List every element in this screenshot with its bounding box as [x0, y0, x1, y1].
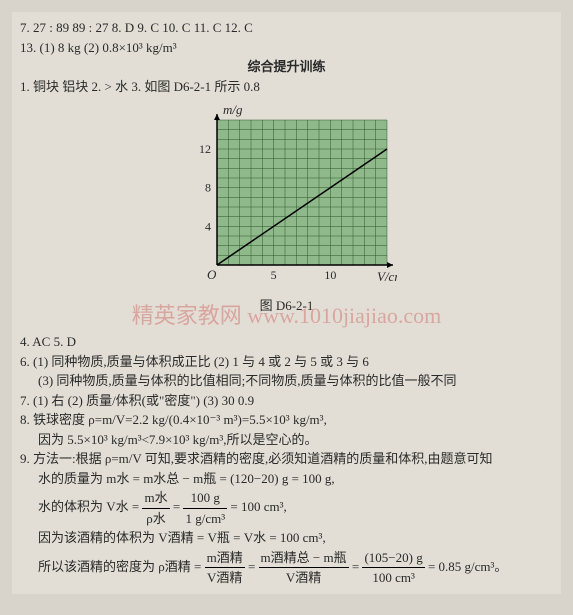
answer-line-8-2: 因为 5.5×10³ kg/m³<7.9×10³ kg/m³,所以是空心的。 [20, 430, 553, 450]
frac-bot: V酒精 [205, 568, 245, 588]
fraction: m酒精 V酒精 [205, 548, 245, 588]
answer-line-9-4: 因为该酒精的体积为 V酒精 = V瓶 = V水 = 100 cm³, [20, 528, 553, 548]
answer-line-6-1: 6. (1) 同种物质,质量与体积成正比 (2) 1 与 4 或 2 与 5 或… [20, 352, 553, 372]
frac-top: 100 g [183, 488, 227, 509]
svg-text:V/cm³: V/cm³ [377, 269, 397, 284]
svg-text:m/g: m/g [223, 102, 243, 117]
text: 水的体积为 V水 = [38, 499, 142, 514]
fraction: m水 ρ水 [142, 488, 169, 528]
svg-text:10: 10 [324, 268, 336, 282]
answer-line-9-1: 9. 方法一:根据 ρ=m/V 可知,要求酒精的密度,必须知道酒精的质量和体积,… [20, 449, 553, 469]
svg-text:O: O [207, 267, 217, 282]
answer-line-6-3: (3) 同种物质,质量与体积的比值相同;不同物质,质量与体积的比值一般不同 [20, 371, 553, 391]
answer-line-7: 7. (1) 右 (2) 质量/体积(或"密度") (3) 30 0.9 [20, 391, 553, 411]
text: 所以该酒精的密度为 ρ酒精 = [38, 558, 205, 573]
section-line-1to3: 1. 铜块 铝块 2. > 水 3. 如图 D6-2-1 所示 0.8 [20, 77, 553, 97]
frac-bot: 100 cm³ [362, 568, 424, 588]
svg-text:8: 8 [205, 181, 211, 195]
chart-container: 4 8 12 5 10 Om/g V/cm³ 图 D6-2-1 [20, 100, 553, 315]
fraction: 100 g 1 g/cm³ [183, 488, 227, 528]
frac-top: (105−20) g [362, 548, 424, 569]
chart-caption: 图 D6-2-1 [20, 296, 553, 316]
answer-line-8-1: 8. 铁球密度 ρ=m/V=2.2 kg/(0.4×10⁻³ m³)=5.5×1… [20, 410, 553, 430]
text: = [248, 558, 259, 573]
text: = 100 cm³, [230, 499, 286, 514]
frac-bot: V酒精 [259, 568, 349, 588]
answer-line-9-5: 所以该酒精的密度为 ρ酒精 = m酒精 V酒精 = m酒精总 − m瓶 V酒精 … [20, 548, 553, 588]
svg-text:4: 4 [205, 219, 211, 233]
answer-line-9-3: 水的体积为 V水 = m水 ρ水 = 100 g 1 g/cm³ = 100 c… [20, 488, 553, 528]
fraction: (105−20) g 100 cm³ [362, 548, 424, 588]
answer-line-4-5: 4. AC 5. D [20, 332, 553, 352]
answer-line-9-2: 水的质量为 m水 = m水总 − m瓶 = (120−20) g = 100 g… [20, 469, 553, 489]
svg-text:12: 12 [199, 142, 211, 156]
fraction: m酒精总 − m瓶 V酒精 [259, 548, 349, 588]
section-title: 综合提升训练 [20, 57, 553, 77]
svg-text:5: 5 [270, 268, 276, 282]
text: = [173, 499, 184, 514]
chart-svg: 4 8 12 5 10 Om/g V/cm³ [177, 100, 397, 290]
text: = [352, 558, 363, 573]
answer-line-13: 13. (1) 8 kg (2) 0.8×10³ kg/m³ [20, 38, 553, 58]
frac-top: m酒精总 − m瓶 [259, 548, 349, 569]
frac-top: m酒精 [205, 548, 245, 569]
answer-line-7to12: 7. 27 : 89 89 : 27 8. D 9. C 10. C 11. C… [20, 18, 553, 38]
frac-top: m水 [142, 488, 169, 509]
frac-bot: ρ水 [142, 509, 169, 529]
frac-bot: 1 g/cm³ [183, 509, 227, 529]
page: 7. 27 : 89 89 : 27 8. D 9. C 10. C 11. C… [12, 12, 561, 594]
text: = 0.85 g/cm³。 [428, 558, 507, 573]
